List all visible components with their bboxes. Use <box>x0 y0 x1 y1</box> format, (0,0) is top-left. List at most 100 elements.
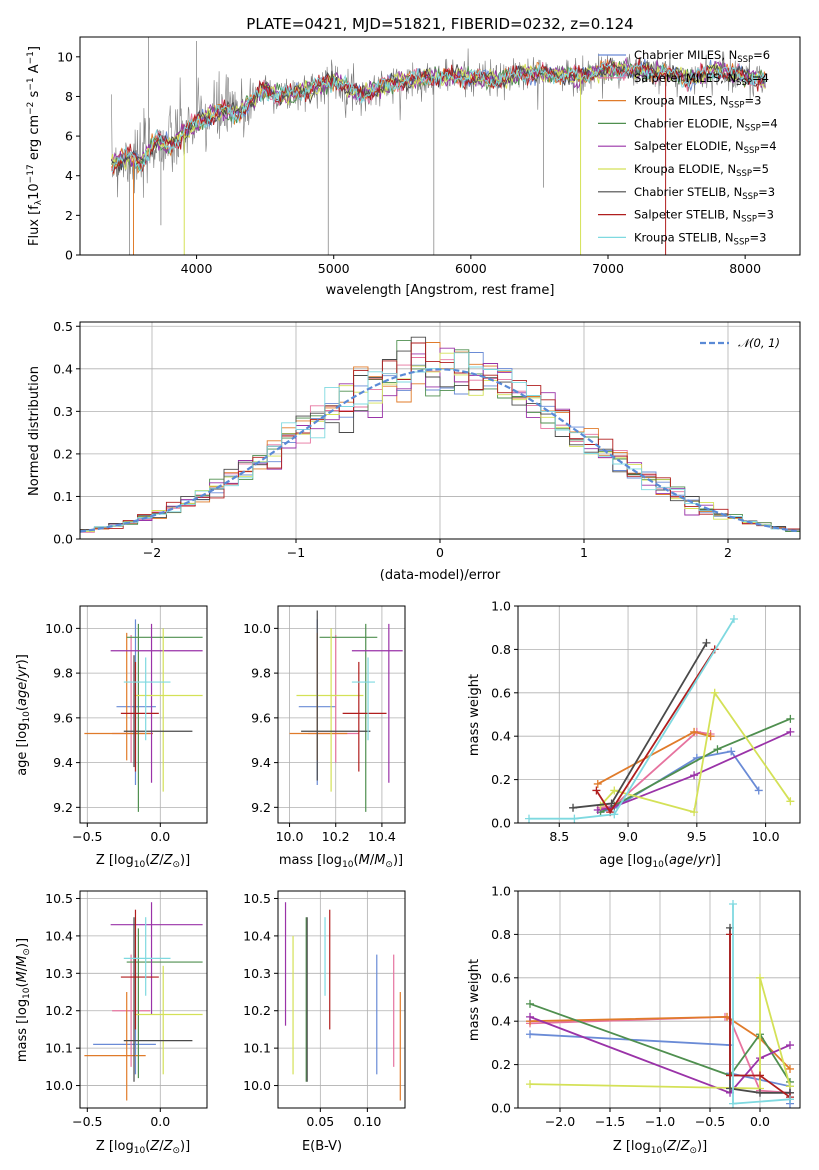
x-tick-label: −2 <box>143 545 161 560</box>
x-tick-label: −0.5 <box>695 1114 725 1129</box>
y-tick-label: 10.3 <box>45 966 73 981</box>
legend-entry: Salpeter STELIB, NSSP=3 <box>634 208 774 225</box>
y-tick-label: 0.8 <box>491 927 511 942</box>
mass-weight-line <box>600 730 711 809</box>
legend-entry-value: =5 <box>752 162 769 176</box>
mass-weight-marker <box>593 805 602 814</box>
model-spectrum-line <box>111 62 766 173</box>
axes-frame <box>517 890 801 1109</box>
y-tick-label: 10.2 <box>45 1003 73 1018</box>
y-tick-label: 10.4 <box>45 928 73 943</box>
x-tick-label: −1.5 <box>595 1114 625 1129</box>
mass-vs-metallicity-panel: −0.5 0.0 10.0 10.1 10.2 10.3 10.4 10.5 <box>45 890 208 1129</box>
legend-entry: Chabrier STELIB, NSSP=3 <box>634 185 775 202</box>
y-tick-label: 9.6 <box>53 710 73 725</box>
y-tick-label: 10.0 <box>243 1078 271 1093</box>
legend-entry: Chabrier MILES, NSSP=6 <box>634 48 770 65</box>
legend-entry-main: Salpeter ELODIE, N <box>634 139 744 153</box>
legend-entry-subscript: SSP <box>744 146 760 156</box>
x-tick-label: 6000 <box>455 261 487 276</box>
mass-vs-ebv-panel: 0.05 0.10 10.0 10.1 10.2 10.3 10.4 10.5 <box>243 890 406 1129</box>
x-tick-label: 0 <box>436 545 444 560</box>
mass-weight-line <box>599 690 792 814</box>
legend-entry-value: =4 <box>760 139 777 153</box>
mass-weight-line <box>529 977 791 1090</box>
y-tick-label: 10.4 <box>243 928 271 943</box>
mass-weight-marker <box>702 638 711 647</box>
mass-weight-line <box>732 904 791 1105</box>
mass-weight-marker <box>526 1030 534 1039</box>
legend-entry-main: Salpeter MILES, N <box>634 71 736 85</box>
y-tick-label: 0.0 <box>491 1101 511 1116</box>
mass-weight-marker <box>690 727 699 736</box>
x-tick-label: −0.5 <box>72 1114 102 1129</box>
legend-entry-subscript: SSP <box>736 169 752 179</box>
weight-vs-age-panel: 8.5 9.0 9.5 10.0 0.0 0.2 0.4 0.6 0.8 1.0 <box>491 599 801 844</box>
age-vs-metallicity-ylabel: age [log10(age/yr)] <box>15 654 32 776</box>
x-tick-label: 10.2 <box>322 829 350 844</box>
y-tick-label: 10.1 <box>243 1041 271 1056</box>
legend-entry: Salpeter MILES, NSSP=4 <box>634 71 769 88</box>
weight-vs-age-xlabel: age [log10(age/yr)] <box>599 853 721 870</box>
x-tick-label: 9.0 <box>618 829 638 844</box>
y-tick-label: 10.1 <box>45 1041 73 1056</box>
residual-grid: −2 −1 0 1 2 0.0 0.1 0.2 0.3 0.4 0.5 <box>53 319 800 560</box>
mass-weight-marker <box>525 814 534 823</box>
legend-entry-main: Kroupa ELODIE, N <box>634 162 736 176</box>
legend-entry-main: Chabrier MILES, N <box>634 48 737 62</box>
mass-weight-marker <box>786 1041 794 1050</box>
legend-entry: Salpeter ELODIE, NSSP=4 <box>634 139 777 156</box>
x-tick-label: 0.0 <box>750 1114 770 1129</box>
age-vs-metallicity-xlabel: Z [log10(Z/Z⊙)] <box>96 853 190 870</box>
y-tick-label: 0.8 <box>491 642 511 657</box>
mass-weight-marker <box>690 808 699 817</box>
y-tick-label: 0.0 <box>53 532 73 547</box>
y-tick-label: 0.6 <box>491 970 511 985</box>
y-tick-label: 10.0 <box>45 621 73 636</box>
y-tick-label: 10.0 <box>45 1078 73 1093</box>
spectrum-axes-frame <box>79 36 801 256</box>
y-tick-label: 9.6 <box>251 710 271 725</box>
y-tick-label: 10 <box>57 49 73 64</box>
mass-weight-marker <box>756 1088 764 1097</box>
legend-entry-value: =4 <box>752 71 769 85</box>
legend-entry-subscript: SSP <box>745 123 761 133</box>
weight-vs-metallicity-xlabel: Z [log10(Z/Z⊙)] <box>613 1139 707 1156</box>
weight-vs-metallicity-panel: −2.0 −1.5 −1.0 −0.5 0.0 0.0 0.2 0.4 0.6 0.8 1.0 <box>491 884 801 1129</box>
mass-weight-marker <box>729 1099 737 1108</box>
x-tick-label: −0.5 <box>72 829 102 844</box>
x-tick-label: −1.0 <box>645 1114 675 1129</box>
legend-entry-main: Chabrier STELIB, N <box>634 185 742 199</box>
residual-panel: −2 −1 0 1 2 0.0 0.1 0.2 0.3 0.4 0.5 (data-model)/e… <box>27 319 801 583</box>
y-tick-label: 9.2 <box>251 800 271 815</box>
mass-weight-line <box>529 618 735 820</box>
legend-entry-value: =4 <box>761 116 778 130</box>
x-tick-label: 4000 <box>181 261 213 276</box>
age-vs-metallicity-panel: −0.5 0.0 9.2 9.4 9.6 9.8 10.0 <box>45 605 208 844</box>
x-tick-label: 8.5 <box>549 829 569 844</box>
mass-weight-marker <box>610 786 619 795</box>
age-vs-mass-panel: 10.0 10.2 10.4 9.2 9.4 9.6 9.8 10.0 <box>243 605 406 844</box>
y-tick-label: 0.4 <box>491 1014 511 1029</box>
y-tick-label: 0.3 <box>53 404 73 419</box>
x-tick-label: 10.0 <box>276 829 304 844</box>
y-tick-label: 10.5 <box>45 891 73 906</box>
mass-weight-line <box>529 1015 791 1070</box>
mass-weight-marker <box>727 747 736 756</box>
gaussian-curve <box>79 368 801 533</box>
mass-weight-marker <box>593 779 602 788</box>
mass-weight-marker <box>786 797 795 806</box>
mass-weight-line <box>529 1002 791 1083</box>
x-tick-label: 7000 <box>592 261 624 276</box>
mass-vs-ebv-xlabel: E(B-V) <box>302 1139 342 1154</box>
legend-entry-value: =3 <box>758 185 775 199</box>
y-tick-label: 9.2 <box>53 800 73 815</box>
spectrum-panel: PLATE=0421, MJD=51821, FIBERID=0232, z=0… <box>26 15 801 298</box>
y-tick-label: 1.0 <box>491 599 511 614</box>
mass-weight-marker <box>610 810 619 819</box>
x-tick-label: 0.0 <box>150 829 170 844</box>
legend-entry-main: Kroupa MILES, N <box>634 94 729 108</box>
legend-entry: Chabrier ELODIE, NSSP=4 <box>634 116 778 133</box>
weight-vs-metallicity-ylabel: mass weight <box>467 959 482 1041</box>
gaussian-legend-label: 𝒩(0, 1) <box>738 336 780 350</box>
